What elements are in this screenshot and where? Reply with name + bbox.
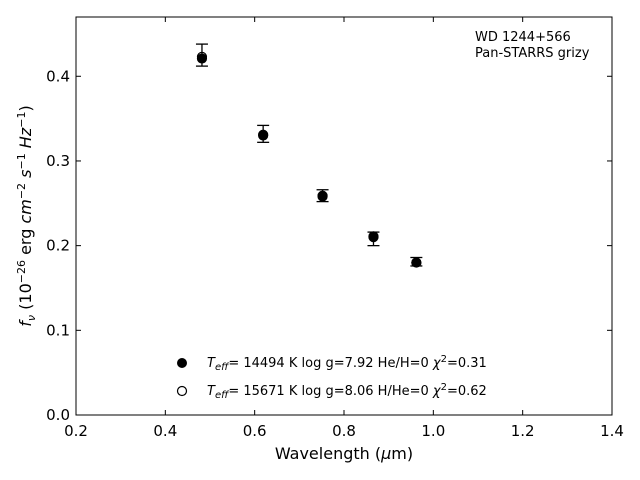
x-tick-label: 0.6 (243, 422, 267, 440)
model-point-open (411, 257, 422, 268)
model-point-open (317, 190, 328, 201)
legend-label-2: Teff= 15671 K log g=8.06 H/He=0 χ2=0.62 (207, 382, 487, 401)
x-tick-label: 1.0 (421, 422, 445, 440)
model-point-open (196, 51, 208, 62)
data-marks (195, 43, 423, 268)
legend-label-1: Teff= 14494 K log g=7.92 He/H=0 χ2=0.31 (207, 354, 487, 373)
legend-marker-open (176, 385, 188, 397)
y-tick-label: 0.2 (46, 237, 70, 255)
y-tick-label: 0.0 (46, 406, 70, 424)
x-tick-label: 1.2 (511, 422, 535, 440)
y-tick-label: 0.1 (46, 321, 70, 339)
x-tick-label: 1.4 (600, 422, 624, 440)
y-axis-ticks: 0.0 0.1 0.2 0.3 0.4 (46, 67, 612, 424)
y-axis-label: fν (10−26 erg cm−2 s−1 Hz−1) (15, 105, 38, 326)
legend-marker-filled (177, 358, 187, 368)
model-point-open (258, 129, 269, 140)
legend: Teff= 14494 K log g=7.92 He/H=0 χ2=0.31 … (176, 354, 487, 401)
x-tick-label: 0.4 (153, 422, 177, 440)
y-tick-label: 0.4 (46, 67, 70, 85)
x-tick-label: 0.8 (332, 422, 356, 440)
y-tick-label: 0.3 (46, 152, 70, 170)
model-point-open (368, 232, 379, 243)
x-axis-ticks: 0.2 0.4 0.6 0.8 1.0 1.2 1.4 (64, 17, 624, 440)
annotation-object-name: WD 1244+566 (475, 30, 571, 45)
x-axis-label: Wavelength (μm) (275, 444, 413, 463)
annotation-survey: Pan-STARRS grizy (475, 46, 590, 61)
x-tick-label: 0.2 (64, 422, 88, 440)
